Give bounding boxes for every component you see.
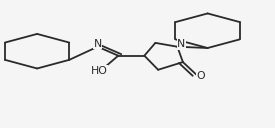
Text: N: N [177,39,186,49]
Text: N: N [94,39,102,49]
Text: HO: HO [90,66,108,76]
Text: O: O [196,71,205,81]
